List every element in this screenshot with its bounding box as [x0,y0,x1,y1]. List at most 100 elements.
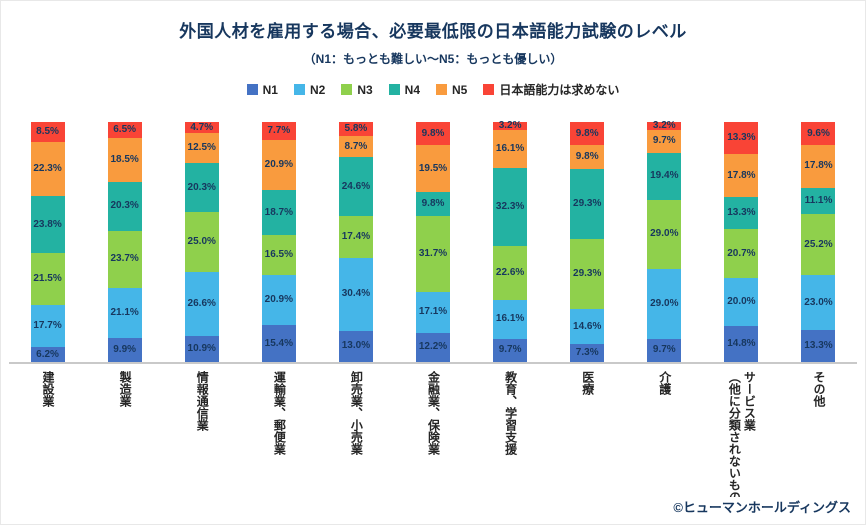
category-slot: 製造業 [86,371,163,515]
bar-stack: 15.4% 20.9% 16.5% 18.7% 20.9% 7.7% [261,121,296,362]
bar-segment: 17.1% [416,291,451,333]
category-label: 情報通信業 [195,371,210,431]
segment-label: 9.7% [498,344,522,356]
bar-segment: 9.7% [647,129,682,153]
category-label: 製造業 [118,371,133,407]
category-label: 介護 [657,371,672,395]
bar-segment: 11.1% [801,187,836,215]
bar-segment: 20.0% [724,278,759,327]
segment-label: 20.7% [727,247,756,259]
category-label: 医療 [580,371,595,395]
bar-segment: 17.8% [724,154,759,197]
segment-label: 23.8% [33,218,62,230]
segment-label: 13.3% [727,132,756,144]
bar-stack: 7.3% 14.6% 29.3% 29.3% 9.8% 9.8% [570,121,605,362]
bar-segment: 3.2% [493,120,528,130]
bar-segment: 13.3% [801,330,836,362]
bar-segment: 22.3% [30,142,65,196]
bar-segment: 31.7% [416,215,451,292]
category-slot: サービス業 （他に分類されないもの） [703,371,780,515]
bar-slot: 15.4% 20.9% 16.5% 18.7% 20.9% 7.7% [240,121,317,362]
bar-segment: 12.2% [416,332,451,362]
segment-label: 29.0% [650,297,679,309]
category-label: 運輸業、郵便業 [272,371,287,455]
segment-label: 19.5% [418,162,448,174]
bar-stack: 9.9% 21.1% 23.7% 20.3% 18.5% 6.5% [107,122,142,362]
segment-label: 3.2% [498,119,522,131]
bar-segment: 20.3% [184,163,219,213]
bar-segment: 16.1% [493,300,528,339]
bar-segment: 20.3% [107,182,142,231]
segment-label: 7.7% [267,125,291,137]
bar-stack: 9.7% 29.0% 29.0% 19.4% 9.7% 3.2% [647,120,682,362]
bar-segment: 20.9% [261,140,296,191]
bar-segment: 9.9% [107,338,142,362]
segment-label: 22.3% [33,163,62,175]
segment-label: 14.8% [727,338,756,350]
segment-label: 13.0% [341,340,371,352]
segment-label: 9.6% [807,127,830,139]
bar-slot: 13.0% 30.4% 17.4% 24.6% 8.7% 5.8% [317,122,394,362]
segment-label: 14.6% [573,320,602,332]
bar-segment: 25.2% [801,214,836,275]
bar-segment: 20.7% [724,228,759,279]
bar-slot: 14.8% 20.0% 20.7% 13.3% 17.8% 13.3% [703,122,780,362]
bar-slot: 9.9% 21.1% 23.7% 20.3% 18.5% 6.5% [86,122,163,362]
segment-label: 29.3% [573,197,602,209]
segment-label: 25.0% [187,236,216,248]
bar-segment: 30.4% [338,257,373,331]
legend-label: 日本語能力は求めない [499,83,620,97]
bar-segment: 16.5% [261,235,296,275]
segment-label: 15.4% [264,337,293,349]
bar-segment: 6.2% [30,347,65,362]
legend-item: N2 [293,83,325,97]
category-label: 建設業 [41,371,56,407]
segment-label: 12.5% [187,142,216,154]
category-label: 金融業、保険業 [426,371,441,455]
segment-label: 9.8% [575,127,599,139]
category-label: 卸売業、小売業 [349,371,364,455]
legend-swatch [341,84,353,95]
bar-segment: 10.9% [184,335,219,362]
bar-stack: 9.7% 16.1% 22.6% 32.3% 16.1% 3.2% [493,120,528,362]
bar-segment: 13.0% [338,330,373,362]
copyright-text: ©ヒューマンホールディングス [667,497,851,516]
bar-stack: 13.3% 23.0% 25.2% 11.1% 17.8% 9.6% [801,122,836,362]
segment-label: 21.5% [33,272,62,284]
segment-label: 18.5% [110,153,139,165]
segment-label: 9.8% [575,151,599,163]
bar-segment: 21.5% [30,253,65,305]
segment-label: 12.2% [418,341,448,353]
segment-label: 29.3% [573,268,602,280]
category-slot: 介護 [626,371,703,515]
bars-row: 6.2% 17.7% 21.5% 23.8% 22.3% 8.5% 9.9% 21.1% 23.… [9,120,857,362]
bar-segment: 9.8% [416,121,451,146]
category-slot: その他 [780,371,857,515]
bar-segment: 3.2% [647,120,682,130]
segment-label: 13.3% [804,340,833,352]
legend: N1 N2 N3 N4 N5 日本語能力は求めない [1,81,865,98]
segment-label: 26.6% [187,297,216,309]
segment-label: 30.4% [341,288,371,300]
bar-segment: 8.5% [30,122,65,143]
segment-label: 29.0% [650,228,679,240]
bar-segment: 8.7% [338,136,373,158]
segment-label: 9.7% [652,135,676,147]
segment-label: 19.4% [650,170,679,182]
bar-slot: 6.2% 17.7% 21.5% 23.8% 22.3% 8.5% [9,122,86,362]
segment-label: 20.9% [264,159,293,171]
category-slot: 教育、学習支援 [472,371,549,515]
legend-swatch [483,84,495,95]
segment-label: 10.9% [187,342,216,354]
category-slot: 卸売業、小売業 [317,371,394,515]
segment-label: 21.1% [110,306,139,318]
bar-slot: 13.3% 23.0% 25.2% 11.1% 17.8% 9.6% [780,122,857,362]
legend-label: N5 [452,82,468,97]
segment-label: 31.7% [418,247,448,259]
category-slot: 情報通信業 [163,371,240,515]
legend-item: 日本語能力は求めない [483,81,619,98]
bar-slot: 10.9% 26.6% 25.0% 20.3% 12.5% 4.7% [163,122,240,362]
segment-label: 20.9% [264,293,293,305]
bar-segment: 25.0% [184,212,219,273]
